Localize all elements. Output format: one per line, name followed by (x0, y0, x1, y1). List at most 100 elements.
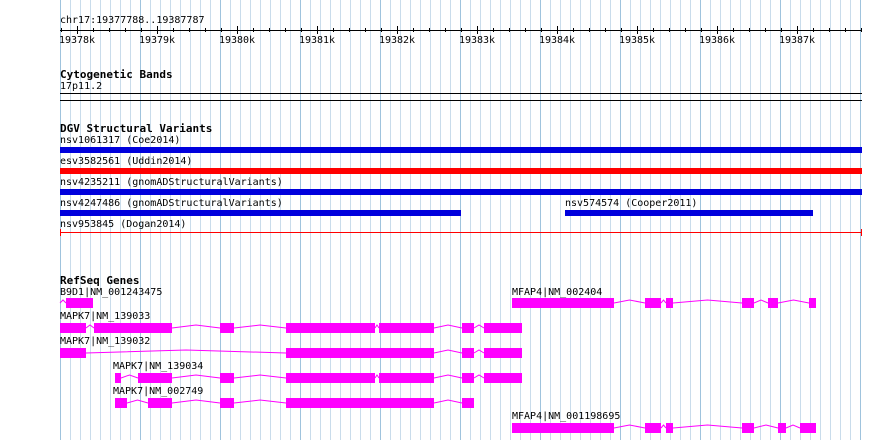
gene-label[interactable]: MAPK7|NM_139034 (113, 361, 204, 372)
exon-block[interactable] (94, 323, 172, 333)
exon-block[interactable] (666, 298, 673, 308)
intron-line (777, 299, 810, 304)
variant-label[interactable]: nsv574574 (Cooper2011) (565, 198, 698, 209)
variant-label[interactable]: nsv1061317 (Coe2014) (60, 135, 181, 146)
exon-block[interactable] (60, 323, 86, 333)
exon-block[interactable] (768, 298, 778, 308)
exon-block[interactable] (379, 373, 434, 383)
exon-block[interactable] (462, 348, 474, 358)
intron-line (473, 374, 485, 379)
exon-block[interactable] (462, 323, 474, 333)
variant-bar[interactable] (60, 232, 862, 233)
ruler-minor-tick (557, 28, 558, 32)
gene-label[interactable]: MAPK7|NM_139032 (60, 336, 151, 347)
variant-bar[interactable] (565, 210, 813, 216)
variant-label[interactable]: nsv953845 (Dogan2014) (60, 219, 187, 230)
intron-line (171, 399, 221, 404)
grid-line (260, 0, 261, 440)
gene-label[interactable]: MFAP4|NM_001198695 (512, 411, 621, 422)
exon-block[interactable] (286, 373, 375, 383)
exon-block[interactable] (484, 323, 522, 333)
grid-line (610, 0, 611, 440)
dgv-track-title: DGV Structural Variants (60, 122, 213, 135)
ruler-minor-tick (701, 28, 702, 32)
variant-bar[interactable] (60, 210, 461, 216)
variant-bar[interactable] (60, 168, 862, 174)
ruler-minor-tick (253, 28, 254, 32)
gene-label[interactable]: MAPK7|NM_002749 (113, 386, 204, 397)
grid-line (550, 0, 551, 440)
exon-block[interactable] (484, 373, 522, 383)
intron-line (233, 399, 287, 404)
exon-block[interactable] (115, 373, 121, 383)
ruler-minor-tick (237, 28, 238, 32)
grid-line (110, 0, 111, 440)
exon-block[interactable] (778, 423, 786, 433)
grid-line (840, 0, 841, 440)
grid-line (470, 0, 471, 440)
variant-label[interactable]: nsv4235211 (gnomADStructuralVariants) (60, 177, 283, 188)
exon-block[interactable] (379, 323, 434, 333)
exon-block[interactable] (742, 423, 754, 433)
exon-block[interactable] (645, 423, 661, 433)
grid-line (400, 0, 401, 440)
exon-block[interactable] (220, 373, 234, 383)
grid-line (460, 0, 461, 440)
intron-line (753, 299, 769, 304)
exon-block[interactable] (645, 298, 661, 308)
ruler-minor-tick (477, 28, 478, 32)
variant-bar[interactable] (60, 189, 862, 195)
ruler-tick-label: 19385k (618, 35, 656, 46)
exon-block[interactable] (60, 348, 86, 358)
ruler-tick-label: 19379k (138, 35, 176, 46)
exon-block[interactable] (484, 348, 522, 358)
ruler-minor-tick (157, 28, 158, 32)
grid-line (150, 0, 151, 440)
ruler-minor-tick (349, 28, 350, 32)
ruler-minor-tick (445, 28, 446, 32)
grid-line (60, 0, 61, 440)
ruler-minor-tick (93, 28, 94, 32)
grid-line (170, 0, 171, 440)
exon-block[interactable] (66, 298, 93, 308)
exon-block[interactable] (512, 423, 614, 433)
gene-label[interactable]: MFAP4|NM_002404 (512, 287, 603, 298)
exon-block[interactable] (220, 398, 234, 408)
ruler-minor-tick (621, 28, 622, 32)
exon-block[interactable] (286, 348, 434, 358)
grid-line (120, 0, 121, 440)
cytoband-label: 17p11.2 (60, 81, 103, 92)
exon-block[interactable] (800, 423, 816, 433)
exon-block[interactable] (462, 398, 474, 408)
exon-block[interactable] (286, 323, 375, 333)
grid-line (490, 0, 491, 440)
exon-block[interactable] (148, 398, 172, 408)
exon-block[interactable] (286, 398, 434, 408)
exon-block[interactable] (809, 298, 816, 308)
exon-block[interactable] (512, 298, 614, 308)
intron-line (85, 349, 287, 354)
variant-label[interactable]: esv3582561 (Uddin2014) (60, 156, 193, 167)
ruler-minor-tick (493, 28, 494, 32)
ruler-minor-tick (669, 28, 670, 32)
ruler-minor-tick (813, 28, 814, 32)
exon-block[interactable] (666, 423, 673, 433)
ruler-tick-label: 19383k (458, 35, 496, 46)
grid-line (220, 0, 221, 440)
variant-label[interactable]: nsv4247486 (gnomADStructuralVariants) (60, 198, 283, 209)
intron-line (374, 324, 380, 329)
gene-label[interactable]: B9D1|NM_001243475 (60, 287, 163, 298)
exon-block[interactable] (220, 323, 234, 333)
grid-line (650, 0, 651, 440)
variant-bar[interactable] (60, 147, 862, 153)
grid-line (360, 0, 361, 440)
grid-line (600, 0, 601, 440)
gene-label[interactable]: MAPK7|NM_139033 (60, 311, 151, 322)
exon-block[interactable] (115, 398, 127, 408)
exon-block[interactable] (742, 298, 754, 308)
intron-line (433, 399, 463, 404)
exon-block[interactable] (462, 373, 474, 383)
exon-block[interactable] (138, 373, 172, 383)
